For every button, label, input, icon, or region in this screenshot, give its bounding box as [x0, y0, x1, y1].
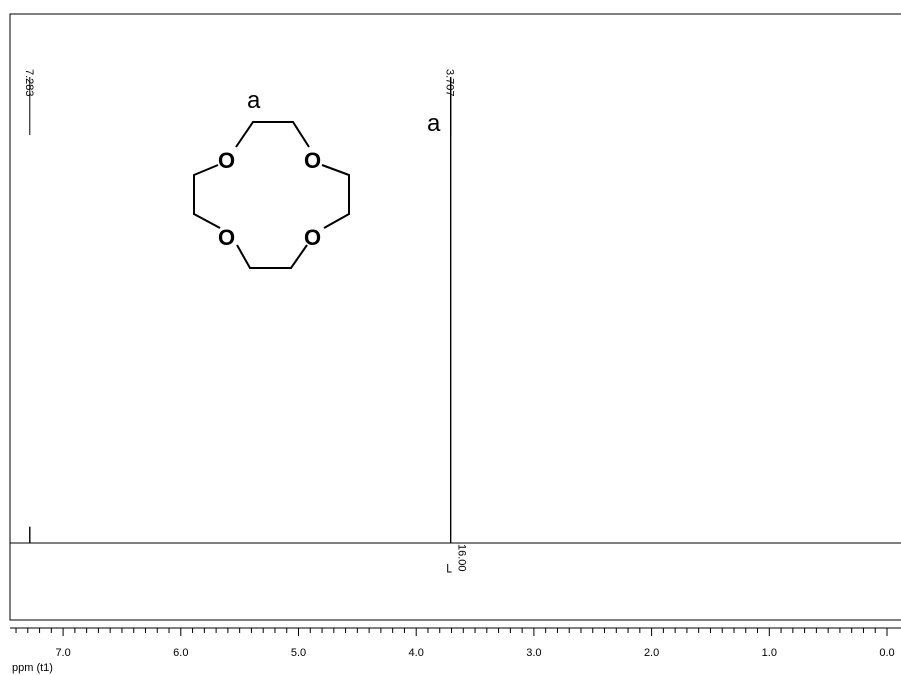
spectrum-peaks — [29, 77, 452, 543]
x-tick-label: 6.0 — [173, 647, 188, 659]
crown-ether-structure: a O O O O — [193, 87, 350, 269]
integrals: 16.00 — [447, 544, 468, 573]
plot-frame — [9, 13, 901, 621]
x-axis-major-ticks — [62, 628, 888, 636]
x-axis-title: ppm (t1) — [12, 662, 53, 674]
x-tick-label: 0.0 — [879, 647, 894, 659]
x-tick-label: 7.0 — [55, 647, 70, 659]
oxygen-atom-top-left: O — [218, 148, 235, 173]
integral-label: 16.00 — [456, 544, 468, 572]
x-tick-label: 4.0 — [409, 647, 424, 659]
oxygen-atom-bottom-right: O — [304, 225, 321, 250]
oxygen-atom-top-right: O — [304, 148, 321, 173]
peak-labels: 7.283 3.707 — [23, 69, 456, 135]
peak-assignment-label: a — [427, 110, 441, 137]
oxygen-atom-bottom-left: O — [218, 225, 235, 250]
x-tick-label: 1.0 — [762, 647, 777, 659]
x-tick-label: 5.0 — [291, 647, 306, 659]
peak-label: 3.707 — [444, 69, 456, 97]
x-tick-label: 2.0 — [644, 647, 659, 659]
structure-label-a: a — [247, 87, 261, 114]
x-axis-minor-ticks — [15, 628, 876, 633]
x-tick-label: 3.0 — [526, 647, 541, 659]
integral-bracket — [447, 564, 452, 573]
peak-label: 7.283 — [23, 69, 35, 97]
structure-bonds — [193, 121, 350, 269]
x-axis-tick-labels: 7.0 6.0 5.0 4.0 3.0 2.0 1.0 0.0 — [55, 647, 894, 659]
